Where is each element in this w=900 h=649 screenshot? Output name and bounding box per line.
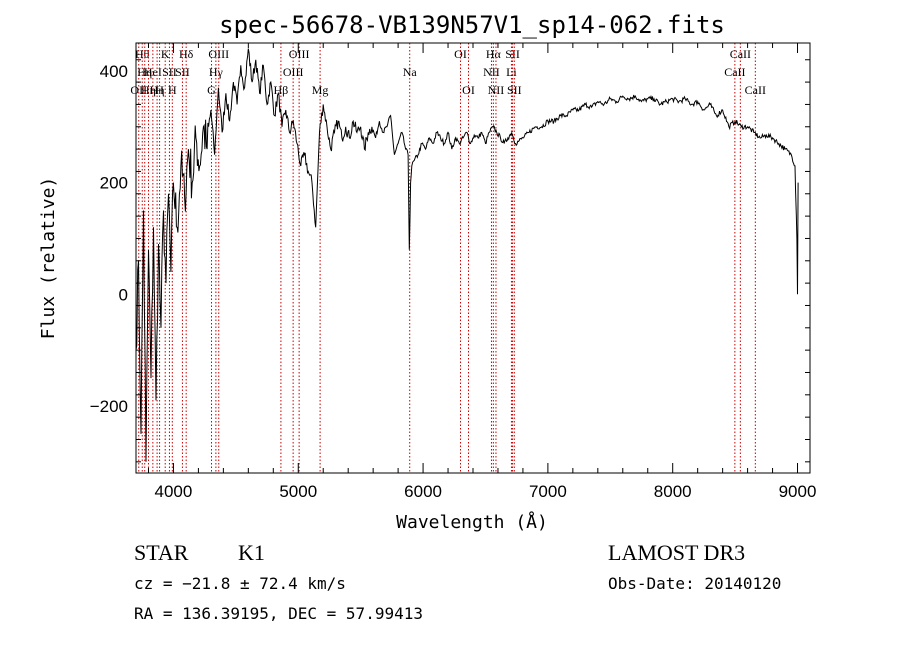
plot-frame bbox=[135, 42, 811, 474]
x-tick-label: 7000 bbox=[529, 482, 567, 501]
line-marker-label: H bbox=[168, 83, 177, 97]
y-axis-label: Flux (relative) bbox=[38, 177, 59, 340]
line-marker-label: G bbox=[207, 83, 216, 97]
line-marker-label: Hβ bbox=[274, 83, 289, 97]
y-tick-label: 400 bbox=[100, 62, 128, 81]
line-marker-label: SII bbox=[505, 47, 520, 61]
line-marker-label: NII bbox=[483, 65, 500, 79]
x-tick-label: 4000 bbox=[155, 482, 193, 501]
obs-date-text: Obs-Date: 20140120 bbox=[608, 574, 781, 593]
object-subclass: K1 bbox=[238, 540, 265, 565]
line-marker-label: Hη bbox=[141, 83, 156, 97]
y-tick-label: 200 bbox=[100, 174, 128, 193]
line-marker-label: Hθ bbox=[135, 47, 150, 61]
line-marker-label: Mg bbox=[312, 83, 329, 97]
coords-text: RA = 136.39195, DEC = 57.99413 bbox=[134, 604, 423, 623]
line-marker-label: OI bbox=[454, 47, 467, 61]
y-tick-label: 0 bbox=[119, 285, 128, 304]
line-marker-label: Na bbox=[403, 65, 418, 79]
line-marker-label: CaII bbox=[745, 83, 766, 97]
x-axis-label: Wavelength (Å) bbox=[396, 511, 548, 533]
line-marker-label: SII bbox=[175, 65, 190, 79]
line-marker-label: OIII bbox=[289, 47, 310, 61]
line-marker-label: NII bbox=[488, 83, 505, 97]
line-marker-label: Hδ bbox=[179, 47, 194, 61]
line-marker-label: CaII bbox=[730, 47, 751, 61]
line-marker-label: K bbox=[161, 47, 170, 61]
line-marker-label: SII bbox=[507, 83, 522, 97]
line-marker-label: OIII bbox=[283, 65, 304, 79]
line-marker-label: OI bbox=[462, 83, 475, 97]
line-marker-label: CaII bbox=[724, 65, 745, 79]
line-marker-label: OIII bbox=[208, 47, 229, 61]
x-tick-label: 8000 bbox=[654, 482, 692, 501]
line-marker-label: SII bbox=[162, 65, 177, 79]
line-marker-label: Hα bbox=[486, 47, 502, 61]
line-marker-label: OII bbox=[130, 83, 147, 97]
x-tick-label: 9000 bbox=[779, 482, 817, 501]
y-tick-label: −200 bbox=[90, 397, 128, 416]
spectrum-series-line bbox=[135, 48, 799, 462]
line-marker-label: Li bbox=[506, 65, 517, 79]
x-tick-label: 6000 bbox=[404, 482, 442, 501]
line-marker-label: Hη bbox=[150, 83, 165, 97]
survey-name: LAMOST DR3 bbox=[608, 540, 745, 565]
object-class: STAR bbox=[134, 540, 189, 565]
line-marker-label: H bbox=[155, 83, 164, 97]
line-marker-label: Hγ bbox=[209, 65, 224, 79]
velocity-text: cz = −21.8 ± 72.4 km/s bbox=[134, 574, 346, 593]
chart-title: spec-56678-VB139N57V1_sp14-062.fits bbox=[219, 11, 725, 39]
x-tick-label: 5000 bbox=[279, 482, 317, 501]
